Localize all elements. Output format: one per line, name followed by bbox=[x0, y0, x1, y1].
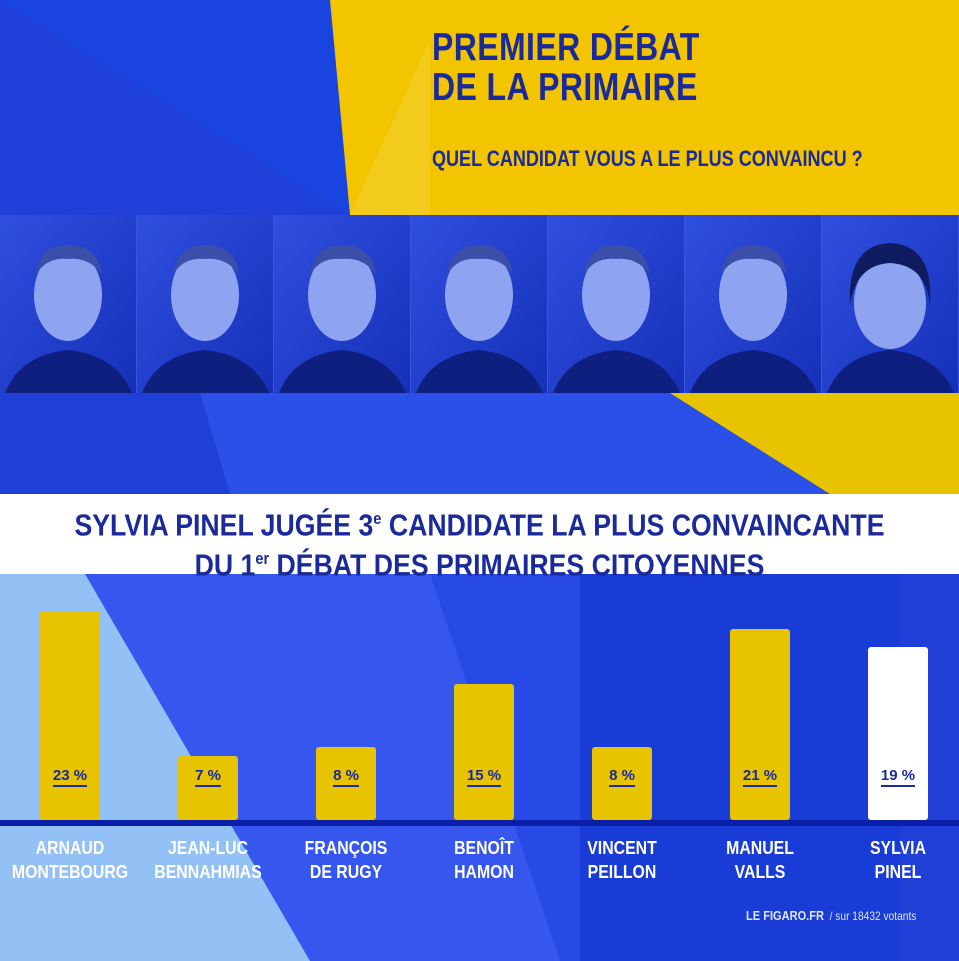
portrait-icon bbox=[822, 215, 958, 393]
headline-line-2-rest: DÉBAT DES PRIMAIRES CITOYENNES bbox=[269, 547, 765, 583]
data-label: 21 % bbox=[730, 767, 790, 787]
bar bbox=[868, 647, 928, 820]
bar bbox=[592, 747, 652, 820]
data-label: 23 % bbox=[40, 767, 100, 787]
x-axis-line bbox=[0, 820, 959, 826]
candidate-photo bbox=[0, 215, 137, 393]
data-label: 8 % bbox=[592, 767, 652, 787]
data-label: 8 % bbox=[316, 767, 376, 787]
data-label: 19 % bbox=[868, 767, 928, 787]
portrait-icon bbox=[411, 215, 547, 393]
candidate-photo bbox=[548, 215, 685, 393]
candidate-photo bbox=[411, 215, 548, 393]
portrait-icon bbox=[548, 215, 684, 393]
headline-line-2: DU 1 bbox=[194, 547, 256, 583]
footer-credit: LE FIGARO.FR / sur 18432 votants bbox=[746, 908, 916, 923]
portrait-icon bbox=[274, 215, 410, 393]
category-label: ARNAUD MONTEBOURG bbox=[11, 838, 129, 882]
portrait-icon bbox=[0, 215, 136, 393]
bar bbox=[178, 756, 238, 820]
candidate-photo bbox=[822, 215, 959, 393]
candidate-photo bbox=[274, 215, 411, 393]
voters-note: / sur 18432 votants bbox=[829, 909, 917, 923]
headline-line-1: SYLVIA PINEL JUGÉE 3 bbox=[74, 507, 374, 543]
portrait-icon bbox=[685, 215, 821, 393]
headline-banner: SYLVIA PINEL JUGÉE 3e CANDIDATE LA PLUS … bbox=[0, 494, 959, 582]
data-label: 15 % bbox=[454, 767, 514, 787]
data-label: 7 % bbox=[178, 767, 238, 787]
headline-sup-2: er bbox=[255, 549, 270, 569]
category-label: VINCENT PEILLON bbox=[587, 838, 657, 882]
candidate-photos bbox=[0, 215, 959, 393]
main-title: PREMIER DÉBAT DE LA PRIMAIRE bbox=[432, 28, 700, 108]
title-line-2: DE LA PRIMAIRE bbox=[432, 66, 698, 109]
bar bbox=[730, 628, 790, 820]
source-label: LE FIGARO.FR bbox=[746, 908, 824, 923]
category-label: BENOÎT HAMON bbox=[454, 838, 514, 882]
candidate-photo bbox=[685, 215, 822, 393]
candidate-photo bbox=[137, 215, 274, 393]
category-label: MANUEL VALLS bbox=[726, 838, 794, 882]
bar bbox=[316, 747, 376, 820]
headline-sup-1: e bbox=[373, 509, 382, 528]
category-label: SYLVIA PINEL bbox=[869, 838, 927, 882]
portrait-icon bbox=[137, 215, 273, 393]
headline-line-1-rest: CANDIDATE LA PLUS CONVAINCANTE bbox=[381, 507, 885, 543]
question-subtitle: QUEL CANDIDAT VOUS A LE PLUS CONVAINCU ? bbox=[432, 146, 863, 171]
title-line-1: PREMIER DÉBAT bbox=[432, 26, 700, 69]
category-label: JEAN-LUC BENNAHMIAS bbox=[154, 838, 262, 882]
bar bbox=[40, 610, 100, 820]
category-label: FRANÇOIS DE RUGY bbox=[304, 838, 388, 882]
bar bbox=[454, 683, 514, 820]
